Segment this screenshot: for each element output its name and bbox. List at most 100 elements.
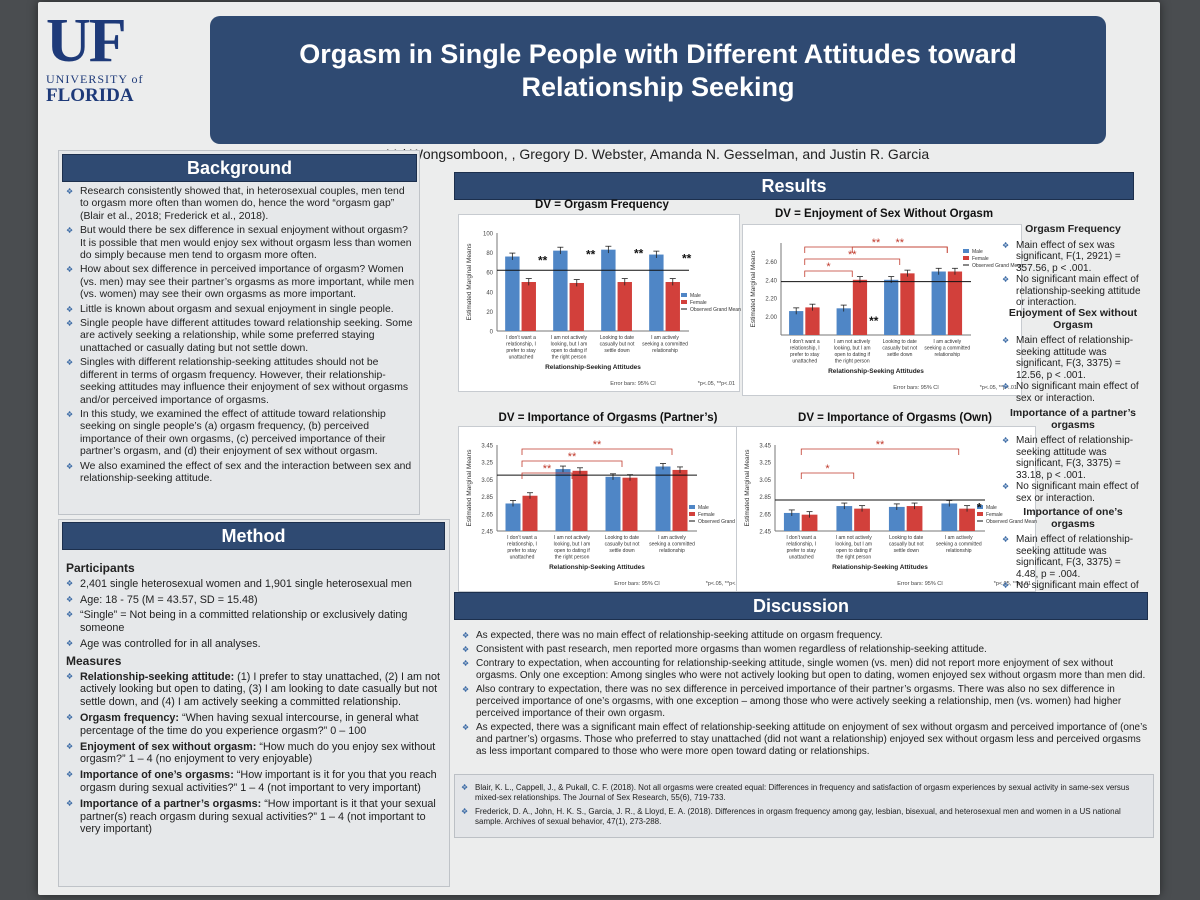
x-tick-label: open to dating if [551, 348, 587, 354]
list-item: Orgasm frequency: “When having sexual in… [66, 712, 442, 738]
bar-female [854, 508, 870, 531]
significance-bracket [800, 448, 960, 455]
list-item: Single people have different attitudes t… [66, 318, 416, 355]
bar-male [505, 256, 520, 331]
legend-entry: Male [972, 249, 983, 255]
list-item: Consistent with past research, men repor… [462, 644, 1150, 656]
list-item: “Single” = Not being in a committed rela… [66, 609, 442, 635]
list-item: Main effect of relationship-seeking atti… [1002, 534, 1144, 580]
list-item: In this study, we examined the effect of… [66, 409, 416, 459]
significance-bracket [804, 258, 901, 265]
y-tick-label: 2.00 [765, 315, 777, 321]
x-tick-label: relationship [652, 348, 678, 354]
list-item: No significant main effect of relationsh… [1002, 274, 1144, 309]
poster-title: Orgasm in Single People with Different A… [299, 39, 1017, 102]
stats-title: Importance of one’s orgasms [1023, 506, 1123, 530]
y-axis-label: Estimated Marginal Means [750, 250, 757, 328]
list-item: Contrary to expectation, when accounting… [462, 658, 1150, 682]
x-tick-label: Looking to date [600, 335, 634, 341]
list-item: How about sex difference in perceived im… [66, 264, 416, 301]
legend-swatch [689, 512, 695, 516]
significance-star: ** [634, 247, 644, 261]
y-tick-label: 20 [486, 310, 493, 316]
x-tick-label: seeking a committed [924, 346, 970, 352]
x-tick-label: casually but not [882, 346, 917, 352]
chart-orgasm-frequency: 0 20 40 60 80 100 Estimated Marginal Means I do… [458, 214, 741, 392]
bar-female [801, 514, 818, 531]
x-tick-label: prefer to stay [787, 548, 817, 554]
x-tick-label: I am actively [658, 535, 686, 541]
x-tick-label: relationship, I [786, 542, 816, 548]
x-tick-label: I am actively [651, 335, 679, 341]
title-banner: Orgasm in Single People with Different A… [210, 16, 1106, 144]
significance-star: ** [586, 248, 596, 262]
bar-female [521, 282, 536, 331]
x-tick-label: prefer to stay [507, 548, 537, 554]
stats-own: Importance of one’s orgasms Main effect … [1002, 506, 1144, 603]
bar-male [555, 469, 571, 531]
x-tick-label: open to dating if [836, 548, 872, 554]
measures-heading: Measures [66, 653, 122, 668]
bar-male [605, 476, 621, 531]
legend-entry: Observed Grand Mean [972, 263, 1023, 269]
y-tick-label: 2.85 [481, 495, 493, 501]
significance-star: ** [593, 439, 602, 451]
y-tick-label: 0 [490, 330, 494, 336]
measure-text: “When having sexual intercourse, in gene… [80, 711, 419, 737]
legend-entry: Observed Grand Mean [698, 519, 749, 525]
significance-star: ** [543, 463, 552, 475]
y-tick-label: 100 [483, 232, 494, 238]
y-tick-label: 80 [486, 251, 493, 257]
chart-svg: 2.45 2.65 2.85 3.05 3.25 3.45 Estimated Margin… [744, 439, 1037, 587]
x-tick-label: casually but not [600, 342, 635, 348]
chart-title-own: DV = Importance of Orgasms (Own) [798, 412, 992, 424]
chart-own-importance: 2.45 2.65 2.85 3.05 3.25 3.45 Estimated Margin… [736, 426, 1037, 592]
authors: Val Wongsomboon, , Gregory D. Webster, A… [386, 146, 930, 162]
list-item: No significant main effect of sex or int… [1002, 481, 1144, 504]
y-axis-label: Estimated Marginal Means [466, 449, 473, 527]
y-tick-label: 2.45 [481, 530, 493, 536]
x-tick-label: unattached [789, 555, 814, 561]
poster: UF UNIVERSITY of FLORIDA Orgasm in Singl… [38, 2, 1160, 895]
x-tick-label: unattached [509, 355, 534, 361]
significance-note: *p<.05, **p<.01 [980, 385, 1017, 391]
list-item: Age was controlled for in all analyses. [66, 638, 442, 651]
legend-entry: Male [690, 293, 701, 299]
bar-female [900, 273, 915, 335]
list-item: Relationship-seeking attitude: (1) I pre… [66, 671, 442, 709]
list-item: Importance of a partner’s orgasms: “How … [66, 798, 442, 836]
x-tick-label: the right person [552, 355, 587, 361]
list-item: Main effect of relationship-seeking atti… [1002, 435, 1144, 481]
legend-entry: Female [972, 256, 989, 262]
x-tick-label: I am not actively [836, 535, 873, 541]
y-tick-label: 3.05 [481, 478, 493, 484]
x-tick-label: looking, but I am [835, 542, 872, 548]
legend-swatch [681, 293, 687, 297]
measure-term: Importance of one’s orgasms: [80, 769, 234, 782]
results-heading: Results [454, 172, 1134, 200]
y-tick-label: 60 [486, 271, 493, 277]
chart-title-orgasm-frequency: DV = Orgasm Frequency [535, 199, 669, 211]
legend-entry: Observed Grand Mean [690, 307, 741, 313]
legend-swatch [977, 505, 983, 509]
y-tick-label: 3.25 [481, 461, 493, 467]
x-tick-label: I don’t want a [506, 335, 536, 341]
legend-swatch [681, 300, 687, 304]
logo-uf: UF [46, 7, 127, 75]
bar-female [569, 282, 584, 331]
x-tick-label: I don’t want a [507, 535, 537, 541]
bar-female [622, 477, 638, 531]
bar-male [553, 250, 568, 331]
logo-florida: FLORIDA [46, 85, 134, 106]
x-tick-label: open to dating if [554, 548, 590, 554]
significance-note: *p<.05, **p<.01 [706, 581, 743, 587]
x-axis-label: Relationship-Seeking Attitudes [832, 564, 928, 571]
x-tick-label: the right person [555, 555, 590, 561]
uf-logo: UF UNIVERSITY of FLORIDA [46, 10, 196, 108]
measure-text: “How much do you enjoy sex without orgas… [80, 740, 436, 766]
x-tick-label: casually but not [605, 542, 640, 548]
legend-entry: Female [698, 512, 715, 518]
list-item: But would there be sex difference in sex… [66, 225, 416, 262]
reference-item: Frederick, D. A., John, H. K. S., Garcia… [461, 807, 1147, 826]
x-tick-label: casually but not [889, 542, 924, 548]
